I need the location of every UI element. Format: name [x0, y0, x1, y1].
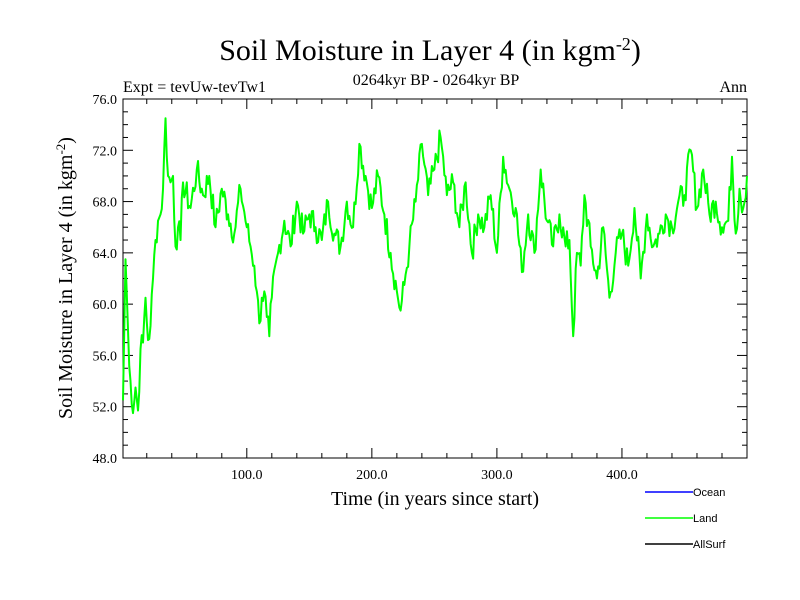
experiment-label: Expt = tevUw-tevTw1 [123, 79, 266, 96]
y-tick-label: 56.0 [93, 349, 118, 364]
y-tick-label: 76.0 [93, 93, 118, 108]
axis-tick-labels: 48.0 52.0 56.0 60.0 64.0 68.0 72.0 76.0 100.0 200… [93, 93, 638, 483]
y-tick-label: 64.0 [93, 247, 118, 262]
x-tick-label: 100.0 [231, 468, 263, 483]
y-tick-label: 68.0 [93, 196, 118, 211]
y-tick-label: 48.0 [93, 452, 118, 467]
y-tick-label: 52.0 [93, 401, 118, 416]
chart-title: Soil Moisture in Layer 4 (in kgm-2) [219, 34, 641, 67]
y-axis-label: Soil Moisture in Layer 4 (in kgm-2) [53, 137, 78, 419]
x-tick-label: 200.0 [356, 468, 388, 483]
series-line-land [122, 117, 748, 415]
plot-frame [122, 98, 748, 459]
x-tick-label: 300.0 [481, 468, 513, 483]
x-tick-label: 400.0 [606, 468, 638, 483]
legend-label-ocean: Ocean [693, 487, 725, 499]
legend-label-land: Land [693, 513, 717, 525]
season-label: Ann [719, 79, 747, 96]
y-tick-label: 72.0 [93, 144, 118, 159]
legend-label-allsurf: AllSurf [693, 539, 726, 551]
chart-subtitle: 0264kyr BP - 0264kyr BP [353, 72, 520, 89]
axis-ticks [123, 98, 747, 459]
legend: Ocean Land AllSurf [645, 487, 726, 551]
y-tick-label: 60.0 [93, 298, 118, 313]
x-axis-label: Time (in years since start) [331, 488, 539, 510]
